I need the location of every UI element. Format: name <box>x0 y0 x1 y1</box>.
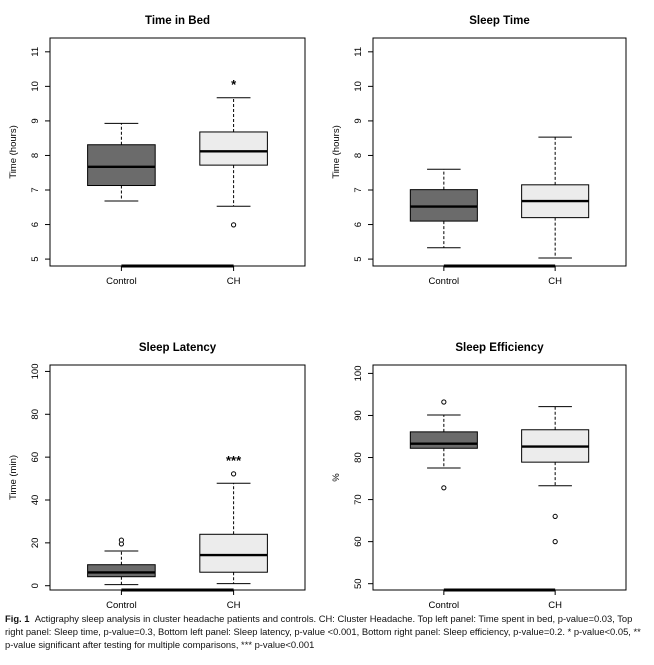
panel-1: Time in Bed 5 6 7 8 9 10 11 Time (hours) Control C… <box>8 15 306 287</box>
y-tick-label: 50 <box>353 578 364 589</box>
box-iqr <box>87 144 156 187</box>
y-tick-label: 100 <box>353 365 364 381</box>
panel-2: Sleep Time 5 6 7 8 9 10 11 Time (hours) Control CH <box>331 15 627 287</box>
outlier-point <box>441 399 447 405</box>
y-tick-label: 7 <box>30 187 41 192</box>
figure-panels: Time in Bed 5 6 7 8 9 10 11 Time (hours) Control C… <box>8 15 627 610</box>
y-tick-label: 11 <box>30 47 41 57</box>
box-control <box>409 168 478 249</box>
outlier-point <box>118 537 125 543</box>
x-tick-label: Control <box>429 276 460 287</box>
significance-marker: *** <box>226 453 242 468</box>
y-tick-label: 80 <box>353 452 364 463</box>
y-tick-label: 11 <box>353 47 364 57</box>
box-iqr <box>199 131 268 166</box>
outlier-point <box>231 471 237 477</box>
y-tick-label: 6 <box>353 222 364 227</box>
outlier-point <box>231 222 237 228</box>
plot-frame <box>372 37 627 267</box>
y-tick-label: 10 <box>30 81 41 92</box>
x-tick-label: CH <box>227 276 241 287</box>
y-axis-label: Time (hours) <box>8 125 19 179</box>
panel-title: Sleep Efficiency <box>455 342 544 354</box>
x-tick-label: Control <box>429 600 460 610</box>
x-tick-label: CH <box>548 600 562 610</box>
x-tick-label: Control <box>106 600 137 610</box>
box-iqr <box>409 189 478 222</box>
box-iqr <box>87 564 156 578</box>
y-tick-label: 100 <box>30 363 41 379</box>
y-tick-label: 5 <box>353 256 364 261</box>
outlier-point <box>552 513 558 520</box>
y-tick-label: 6 <box>30 222 41 227</box>
y-tick-label: 20 <box>30 538 41 549</box>
y-axis-label: Time (min) <box>8 455 19 500</box>
y-tick-label: 9 <box>353 118 364 123</box>
box-ch <box>521 406 590 545</box>
caption-label: Fig. 1 <box>5 613 30 624</box>
y-tick-label: 5 <box>30 256 41 261</box>
y-tick-label: 8 <box>30 153 41 158</box>
x-tick-label: CH <box>548 276 562 287</box>
y-tick-label: 9 <box>30 118 41 123</box>
x-tick-label: Control <box>106 276 137 287</box>
y-tick-label: 40 <box>30 495 41 506</box>
y-tick-label: 90 <box>353 410 364 421</box>
caption-text: Actigraphy sleep analysis in cluster hea… <box>5 613 641 650</box>
box-control <box>409 399 478 491</box>
box-ch <box>199 97 268 228</box>
box-control <box>87 122 156 202</box>
box-iqr <box>199 533 268 573</box>
outlier-point <box>441 485 447 491</box>
panel-title: Sleep Time <box>469 15 530 27</box>
y-tick-label: 80 <box>30 409 41 420</box>
figure-caption: Fig. 1 Actigraphy sleep analysis in clus… <box>5 612 645 651</box>
box-control <box>87 537 156 586</box>
y-tick-label: 10 <box>353 81 364 92</box>
x-tick-label: CH <box>227 600 241 610</box>
panel-4: Sleep Efficiency 50 60 70 80 90 100% Control CH <box>331 342 627 610</box>
y-axis-label: % <box>331 473 342 482</box>
panel-title: Time in Bed <box>145 15 210 27</box>
y-tick-label: 8 <box>353 153 364 158</box>
y-tick-label: 0 <box>30 583 41 588</box>
box-ch <box>521 136 590 259</box>
significance-marker: * <box>231 77 237 92</box>
panel-title: Sleep Latency <box>139 342 217 354</box>
y-tick-label: 7 <box>353 187 364 192</box>
box-ch <box>199 471 268 585</box>
y-axis-label: Time (hours) <box>331 125 342 179</box>
box-iqr <box>409 431 478 449</box>
y-tick-label: 60 <box>30 452 41 463</box>
panel-3: Sleep Latency 0 20 40 60 80 100 Time (min) Contr… <box>8 342 306 610</box>
y-tick-label: 70 <box>353 494 364 505</box>
y-tick-label: 60 <box>353 536 364 547</box>
plot-frame <box>372 364 627 591</box>
outlier-point <box>552 539 558 545</box>
